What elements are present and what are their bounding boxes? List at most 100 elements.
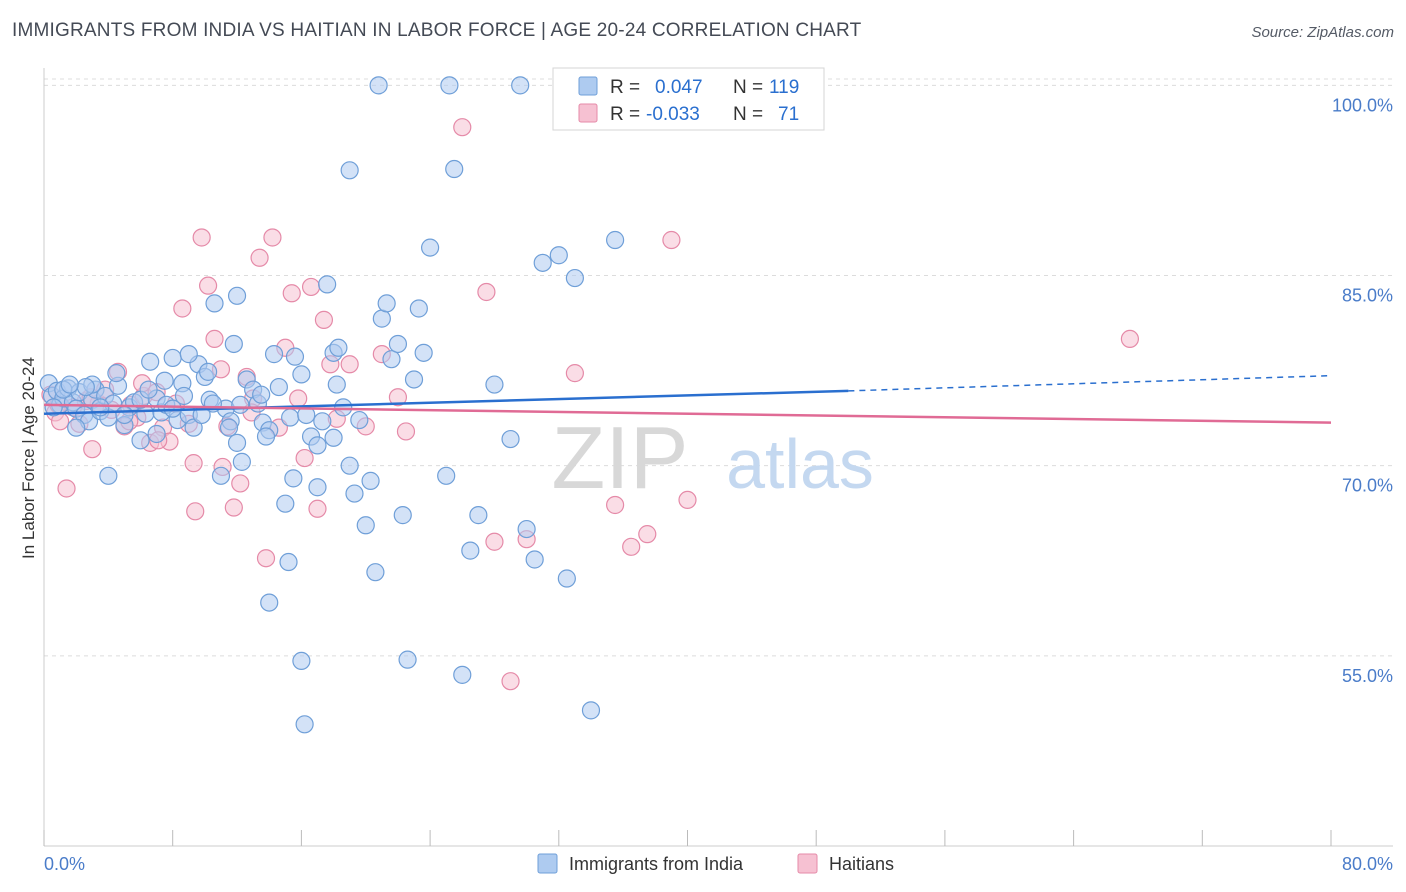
india-point xyxy=(174,386,194,406)
haitians-point xyxy=(1120,329,1140,349)
india-point xyxy=(329,338,348,357)
india-point xyxy=(141,352,160,371)
haitians-point xyxy=(622,537,641,556)
series-india-points xyxy=(39,76,625,734)
legend-label-india: Immigrants from India xyxy=(569,854,744,874)
india-point xyxy=(67,418,86,437)
bottom-legend: Immigrants from India Haitians xyxy=(537,853,894,874)
axes xyxy=(43,68,1393,847)
legend-label-haitians: Haitians xyxy=(829,854,894,874)
haitians-point xyxy=(282,284,301,303)
haitians-point xyxy=(314,310,334,329)
india-point xyxy=(147,424,166,444)
india-point xyxy=(414,343,433,362)
india-point xyxy=(131,431,150,450)
haitians-point xyxy=(662,230,681,250)
stats-legend-n-label-haitians: N = xyxy=(733,104,763,125)
india-point xyxy=(211,466,231,485)
india-point xyxy=(269,377,288,397)
india-point xyxy=(44,398,63,417)
india-point xyxy=(285,347,305,366)
india-point xyxy=(517,519,536,539)
haitians-point xyxy=(250,248,269,267)
haitians-point xyxy=(396,422,416,441)
india-point xyxy=(264,345,284,364)
stats-legend-n-value-india: 119 xyxy=(769,77,799,98)
india-point xyxy=(227,286,247,305)
india-point xyxy=(205,294,224,313)
india-point xyxy=(219,418,239,437)
watermark-atlas: atlas xyxy=(726,425,874,503)
india-point xyxy=(445,159,464,179)
india-point xyxy=(279,552,298,572)
stats-legend-n-label-india: N = xyxy=(733,77,763,98)
india-point xyxy=(198,362,218,381)
india-point xyxy=(501,429,520,449)
stats-legend-r-value-india: 0.047 xyxy=(655,77,703,98)
y-axis-label: In Labor Force | Age 20-24 xyxy=(19,357,38,559)
stats-legend-n-value-haitians: 71 xyxy=(778,104,799,125)
x-tick-label-max: 80.0% xyxy=(1342,854,1393,874)
haitians-point xyxy=(263,228,282,247)
stats-legend-r-label-haitians: R = xyxy=(610,104,640,125)
india-point xyxy=(525,550,544,569)
stats-legend-r-label-india: R = xyxy=(610,77,640,98)
india-point xyxy=(318,275,337,294)
watermark: ZIP atlas xyxy=(552,408,874,507)
india-point xyxy=(308,478,327,497)
india-point xyxy=(179,345,198,364)
india-point xyxy=(404,370,424,389)
india-point xyxy=(60,375,79,394)
india-point xyxy=(231,395,250,414)
haitians-point xyxy=(565,364,584,383)
india-point xyxy=(115,405,134,425)
haitians-point xyxy=(453,118,472,137)
india-point xyxy=(453,665,472,684)
haitians-point xyxy=(638,525,657,544)
chart-title: IMMIGRANTS FROM INDIA VS HAITIAN IN LABO… xyxy=(12,20,862,41)
trend-lines xyxy=(43,374,1332,424)
india-point xyxy=(252,385,271,404)
haitians-point xyxy=(57,479,76,498)
y-tick-label: 70.0% xyxy=(1342,476,1393,496)
source-credit: Source: ZipAtlas.com xyxy=(1251,24,1394,41)
haitians-point xyxy=(205,329,224,349)
india-point xyxy=(227,433,247,452)
x-tick-label-min: 0.0% xyxy=(44,854,85,874)
india-point xyxy=(232,452,251,471)
india-point xyxy=(440,76,459,95)
india-trend-extension xyxy=(848,374,1332,392)
india-point xyxy=(398,650,417,669)
india-point xyxy=(372,309,391,328)
india-point xyxy=(366,563,385,582)
india-point xyxy=(461,541,480,560)
haitians-point xyxy=(295,448,314,468)
india-point xyxy=(557,569,576,588)
india-point xyxy=(511,76,530,95)
india-point xyxy=(549,246,568,265)
grid-lines xyxy=(44,78,1393,657)
stats-legend-r-value-haitians: -0.033 xyxy=(646,104,700,125)
india-point xyxy=(292,651,311,671)
india-point xyxy=(292,365,311,384)
haitians-point xyxy=(289,389,308,408)
haitians-point xyxy=(256,549,276,568)
india-point xyxy=(485,375,504,394)
india-point xyxy=(163,348,182,368)
india-point xyxy=(324,428,343,447)
india-point xyxy=(565,268,584,288)
india-point xyxy=(377,294,396,313)
stats-legend-swatch-haitians xyxy=(578,103,598,123)
india-point xyxy=(295,715,314,734)
india-point xyxy=(409,299,428,318)
india-point xyxy=(533,253,552,272)
india-point xyxy=(313,412,332,431)
india-point xyxy=(256,427,276,446)
india-point xyxy=(281,408,300,427)
haitians-point xyxy=(231,474,250,493)
y-tick-label: 55.0% xyxy=(1342,666,1393,686)
haitians-point xyxy=(184,454,203,473)
haitians-point xyxy=(606,495,625,515)
india-point xyxy=(340,456,359,475)
haitians-point xyxy=(485,532,504,551)
